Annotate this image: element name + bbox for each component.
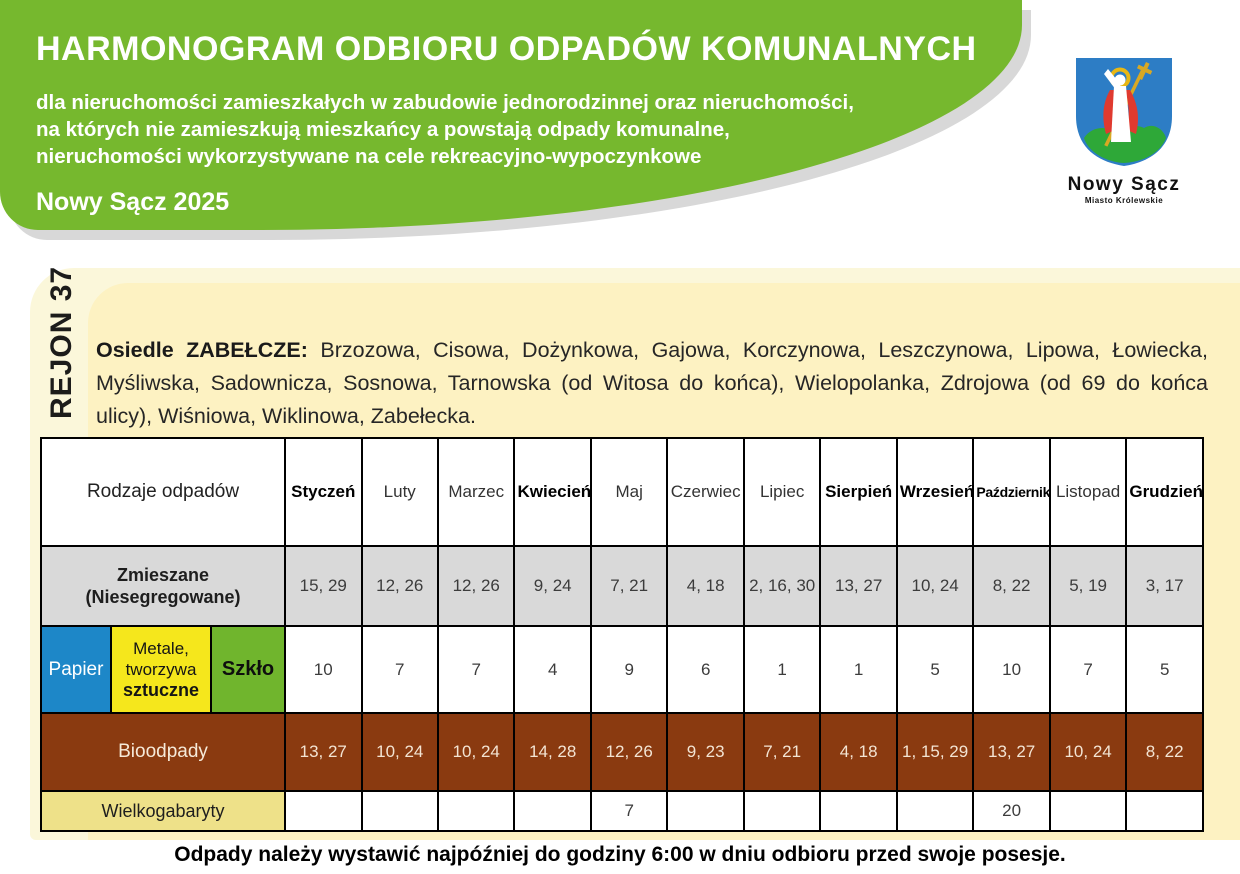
date-cell: 5 xyxy=(1125,625,1204,714)
subtitle-line: na których nie zamieszkują mieszkańcy a … xyxy=(36,118,730,141)
coat-of-arms-icon xyxy=(1076,58,1172,166)
date-cell xyxy=(819,790,898,832)
date-cell: 9 xyxy=(589,625,669,714)
header-subtitle: dla nieruchomości zamieszkałych w zabudo… xyxy=(36,89,1022,170)
szklo-label: Szkło xyxy=(209,625,287,714)
date-cell: 13, 27 xyxy=(972,712,1051,792)
date-cell: 8, 22 xyxy=(1125,712,1204,792)
month-header: Wrzesień xyxy=(895,437,975,547)
date-cell: 7 xyxy=(589,790,669,832)
date-cell xyxy=(284,790,363,832)
date-cell: 9, 23 xyxy=(666,712,745,792)
date-cell: 10 xyxy=(284,625,363,714)
subtitle-line: dla nieruchomości zamieszkałych w zabudo… xyxy=(36,91,854,114)
row-wielkogabaryty: Wielkogabaryty 7 20 xyxy=(39,790,1204,832)
month-header: Marzec xyxy=(436,437,516,547)
bioodpady-label: Bioodpady xyxy=(39,712,287,792)
month-header: Maj xyxy=(589,437,669,547)
schedule-table-wrap: Rodzaje odpadów Styczeń Luty Marzec Kwiecie… xyxy=(39,437,1204,832)
date-cell xyxy=(436,790,516,832)
date-cell: 7 xyxy=(436,625,516,714)
month-header: Luty xyxy=(360,437,439,547)
month-header: Czerwiec xyxy=(666,437,745,547)
date-cell: 4, 18 xyxy=(666,545,745,627)
date-cell xyxy=(895,790,975,832)
page-title: HARMONOGRAM ODBIORU ODPADÓW KOMUNALNYCH xyxy=(36,30,977,68)
date-cell: 2, 16, 30 xyxy=(742,545,822,627)
table-header-row: Rodzaje odpadów Styczeń Luty Marzec Kwiecie… xyxy=(39,437,1204,547)
date-cell: 6 xyxy=(666,625,745,714)
date-cell: 4 xyxy=(513,625,592,714)
date-cell xyxy=(513,790,592,832)
metale-label: Metale, tworzywa sztuczne xyxy=(110,625,212,714)
logo-city-name: Nowy Sącz xyxy=(1067,174,1181,195)
date-cell: 14, 28 xyxy=(513,712,592,792)
logo-city-subtitle: Miasto Królewskie xyxy=(1084,196,1164,205)
date-cell: 15, 29 xyxy=(284,545,363,627)
district-name: Osiedle ZABEŁCZE: xyxy=(96,337,308,362)
date-cell xyxy=(1048,790,1128,832)
city-logo: Nowy Sącz Miasto Królewskie xyxy=(1062,56,1186,205)
date-cell: 7 xyxy=(1048,625,1128,714)
date-cell: 7, 21 xyxy=(742,712,822,792)
footer-note: Odpady należy wystawić najpóźniej do god… xyxy=(174,843,1066,866)
date-cell: 10, 24 xyxy=(436,712,516,792)
date-cell: 7 xyxy=(360,625,439,714)
date-cell: 10 xyxy=(972,625,1051,714)
date-cell xyxy=(360,790,439,832)
date-cell: 12, 26 xyxy=(360,545,439,627)
date-cell: 13, 27 xyxy=(284,712,363,792)
month-header: Grudzień xyxy=(1125,437,1204,547)
date-cell: 5 xyxy=(895,625,975,714)
city-year-label: Nowy Sącz 2025 xyxy=(36,188,230,216)
date-cell: 7, 21 xyxy=(589,545,669,627)
date-cell xyxy=(1125,790,1204,832)
date-cell: 20 xyxy=(972,790,1051,832)
row-zmieszane: Zmieszane (Niesegregowane) 15, 29 12, 26 1… xyxy=(39,545,1204,627)
month-header: Październik xyxy=(972,437,1051,547)
date-cell: 12, 26 xyxy=(589,712,669,792)
date-cell: 10, 24 xyxy=(360,712,439,792)
region-label: REJON 37 xyxy=(45,265,78,419)
row-segregacja: Papier Metale, tworzywa sztuczne Szkło 1… xyxy=(40,625,1204,714)
date-cell xyxy=(666,790,745,832)
streets-list: Brzozowa, Cisowa, Dożynkowa, Gajowa, Kor… xyxy=(96,337,1208,428)
date-cell: 1 xyxy=(742,625,822,714)
papier-label: Papier xyxy=(40,625,112,714)
date-cell: 1, 15, 29 xyxy=(895,712,975,792)
date-cell: 3, 17 xyxy=(1125,545,1204,627)
date-cell: 13, 27 xyxy=(819,545,898,627)
green-header: HARMONOGRAM ODBIORU ODPADÓW KOMUNALNYCH … xyxy=(0,0,1022,230)
wielkogabaryty-label: Wielkogabaryty xyxy=(39,790,287,832)
date-cell: 9, 24 xyxy=(513,545,592,627)
date-cell: 1 xyxy=(819,625,898,714)
schedule-table: Rodzaje odpadów Styczeń Luty Marzec Kwiecie… xyxy=(39,437,1204,832)
date-cell: 4, 18 xyxy=(819,712,898,792)
streets-text: Osiedle ZABEŁCZE: Brzozowa, Cisowa, Doży… xyxy=(96,334,1208,433)
month-header: Sierpień xyxy=(819,437,898,547)
zmieszane-label: Zmieszane (Niesegregowane) xyxy=(39,545,287,627)
date-cell: 10, 24 xyxy=(1048,712,1128,792)
month-header: Styczeń xyxy=(284,437,363,547)
month-header: Lipiec xyxy=(742,437,822,547)
subtitle-line: nieruchomości wykorzystywane na cele rek… xyxy=(36,145,702,168)
row-bioodpady: Bioodpady 13, 27 10, 24 10, 24 14, 28 12, 26… xyxy=(39,712,1204,792)
date-cell: 5, 19 xyxy=(1048,545,1128,627)
month-header: Listopad xyxy=(1048,437,1128,547)
date-cell: 8, 22 xyxy=(972,545,1051,627)
waste-types-header: Rodzaje odpadów xyxy=(39,437,287,547)
date-cell: 10, 24 xyxy=(895,545,975,627)
date-cell: 12, 26 xyxy=(436,545,516,627)
month-header: Kwiecień xyxy=(513,437,592,547)
date-cell xyxy=(742,790,822,832)
